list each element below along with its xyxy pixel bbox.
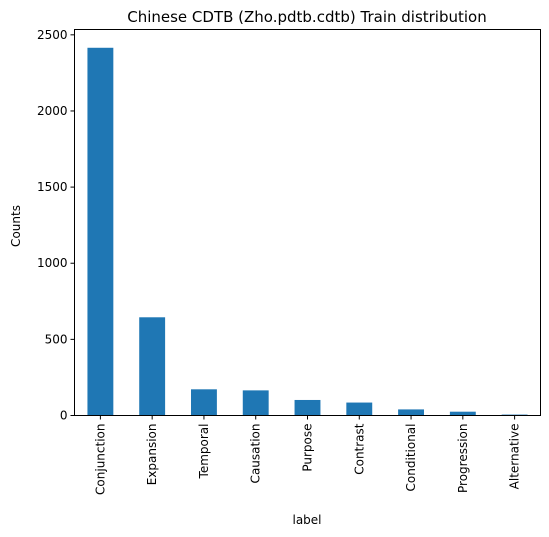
x-tick-label: Contrast xyxy=(352,423,366,475)
x-tick-label: Conditional xyxy=(404,424,418,492)
bar-causation xyxy=(242,390,269,416)
x-tick-label: Conjunction xyxy=(93,424,107,495)
bar-expansion xyxy=(139,317,166,416)
x-axis-label: label xyxy=(292,513,321,527)
x-tick-label: Alternative xyxy=(508,424,522,490)
x-tick-label: Progression xyxy=(456,424,470,494)
bar-conditional xyxy=(398,409,424,416)
y-tick-label: 500 xyxy=(45,332,68,346)
y-tick-label: 2500 xyxy=(37,28,68,42)
x-tick-label: Causation xyxy=(249,424,263,484)
bar-purpose xyxy=(294,399,321,416)
bar-progression xyxy=(449,411,476,416)
y-tick-label: 0 xyxy=(60,409,68,423)
x-tick-label: Temporal xyxy=(197,424,211,480)
x-axis-ticks: Conjunction Expansion Temporal Causation Pur… xyxy=(93,415,522,495)
x-tick-label: Expansion xyxy=(145,424,159,486)
y-tick-label: 2000 xyxy=(37,104,68,118)
bars-group xyxy=(87,47,528,416)
x-tick-label: Purpose xyxy=(301,424,315,472)
y-axis-label: Counts xyxy=(9,205,23,247)
bar-temporal xyxy=(191,389,217,416)
y-tick-label: 1500 xyxy=(37,180,68,194)
bar-conjunction xyxy=(87,47,114,416)
chart-title: Chinese CDTB (Zho.pdtb.cdtb) Train distr… xyxy=(127,8,487,26)
bar-contrast xyxy=(346,402,373,416)
y-axis-ticks: 0 500 1000 1500 2000 2500 xyxy=(37,28,75,423)
plot-frame xyxy=(74,29,541,416)
y-tick-label: 1000 xyxy=(37,256,68,270)
